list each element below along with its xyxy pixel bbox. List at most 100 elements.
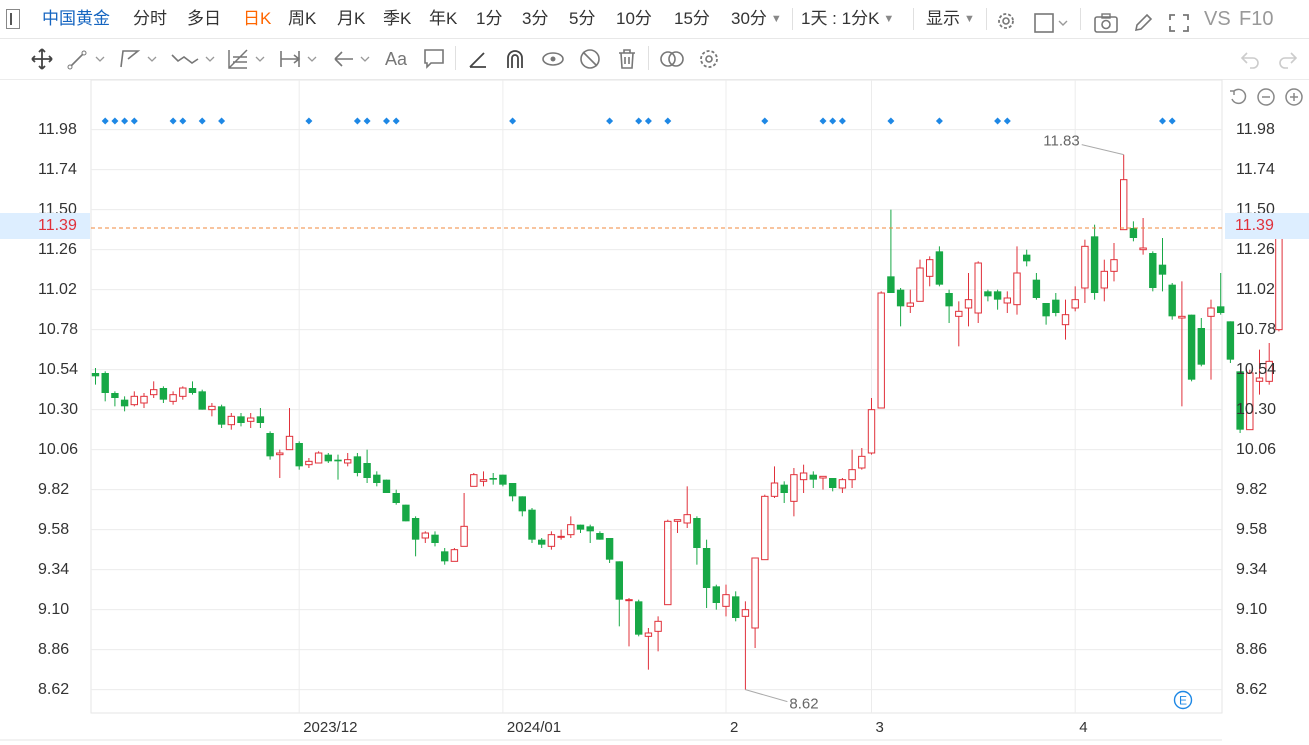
vs-button[interactable]: VS: [1204, 8, 1231, 30]
period-tab[interactable]: 15分: [674, 9, 710, 28]
fib-tool-icon[interactable]: [226, 47, 270, 71]
candle-body: [470, 474, 478, 487]
candle: [518, 496, 526, 517]
reset-zoom-icon[interactable]: [1228, 87, 1248, 112]
candle-body: [441, 551, 449, 562]
candle: [1081, 239, 1089, 303]
sidebar-toggle-icon[interactable]: [6, 9, 20, 29]
candle: [499, 474, 507, 487]
candle-body: [1023, 254, 1031, 262]
candle-body: [402, 504, 410, 522]
gear-icon[interactable]: [995, 8, 1017, 30]
period-tab[interactable]: 月K: [337, 9, 366, 28]
camera-icon[interactable]: [1094, 9, 1118, 33]
candle: [305, 458, 313, 468]
period-tab[interactable]: 5分: [569, 9, 596, 28]
candle: [683, 486, 691, 528]
candle: [1120, 154, 1128, 231]
candle-body: [819, 475, 827, 479]
candle: [421, 531, 430, 543]
compare-icon[interactable]: [658, 47, 686, 71]
candle-body: [266, 433, 274, 457]
divider: [913, 8, 914, 30]
y-tick-label: 11.26: [38, 240, 77, 258]
eye-sync-icon[interactable]: [540, 47, 566, 71]
candle: [1032, 273, 1041, 300]
event-marker: [1168, 117, 1176, 125]
period-tab-active[interactable]: 日K: [243, 9, 272, 28]
y-tick-label: 11.26: [1236, 240, 1275, 258]
f10-button[interactable]: F10: [1239, 8, 1274, 30]
redo-icon[interactable]: [1276, 47, 1300, 71]
candle: [741, 601, 750, 690]
candle-body: [130, 395, 139, 406]
display-dropdown[interactable]: 显示 ▼: [926, 0, 975, 38]
zoom-out-icon[interactable]: [1256, 87, 1276, 112]
wave-tool-icon[interactable]: [170, 47, 222, 71]
arrow-tool-icon[interactable]: [332, 47, 376, 71]
period-tab[interactable]: 1分: [476, 9, 503, 28]
period-dropdown[interactable]: 30分 ▼: [731, 0, 782, 38]
trash-icon[interactable]: [616, 47, 638, 71]
period-tab[interactable]: 周K: [288, 9, 317, 28]
candle-body: [1168, 284, 1176, 317]
period-tab[interactable]: 多日: [187, 9, 221, 28]
candle-body: [334, 459, 342, 462]
candle: [460, 493, 468, 547]
measure-icon[interactable]: [466, 47, 490, 71]
candle-body: [605, 538, 614, 560]
candle-body: [479, 479, 488, 482]
y-tick-label: 9.82: [1236, 480, 1268, 498]
candle: [411, 516, 420, 557]
candle-body: [1207, 307, 1215, 317]
range-tool-icon[interactable]: [278, 47, 322, 71]
candle-body: [499, 474, 507, 485]
period-tab[interactable]: 年K: [429, 9, 458, 28]
candle: [1217, 273, 1225, 315]
candle-body: [276, 452, 284, 456]
line-tool-icon[interactable]: [66, 47, 110, 71]
period-tab[interactable]: 季K: [383, 9, 412, 28]
candle: [557, 529, 565, 540]
svg-text:Aa: Aa: [385, 49, 408, 69]
candle: [101, 371, 109, 402]
candle-body: [1003, 297, 1011, 304]
period-tab[interactable]: 分时: [133, 9, 167, 28]
text-tool-icon[interactable]: Aa: [384, 47, 410, 71]
move-icon[interactable]: [30, 47, 54, 71]
event-legend-icon[interactable]: E: [1173, 690, 1193, 710]
candle: [111, 391, 119, 407]
candle: [848, 449, 856, 488]
hide-icon[interactable]: [578, 47, 602, 71]
event-marker: [101, 117, 109, 125]
pencil-icon[interactable]: [1133, 9, 1153, 32]
layout-dropdown[interactable]: [1034, 9, 1070, 33]
period-tab[interactable]: 3分: [522, 9, 549, 28]
candle-body: [615, 561, 623, 600]
candle: [1129, 221, 1138, 242]
candle: [751, 557, 759, 648]
y-tick-label: 10.54: [1236, 360, 1277, 378]
settings-icon[interactable]: [697, 47, 721, 71]
fullscreen-icon[interactable]: [1168, 9, 1190, 32]
polyline-tool-icon[interactable]: [118, 47, 162, 71]
period-tab[interactable]: 10分: [616, 9, 652, 28]
candle-body: [576, 524, 585, 530]
note-tool-icon[interactable]: [422, 47, 446, 71]
candle: [314, 451, 323, 464]
adjust-price-toggle[interactable]: 前复权: [1156, 91, 1207, 110]
candle-body: [799, 472, 808, 481]
candle: [547, 531, 556, 550]
candle: [489, 473, 497, 485]
candle: [858, 448, 866, 470]
stock-symbol[interactable]: 中国黄金: [42, 9, 110, 28]
magnet-icon[interactable]: [503, 47, 527, 71]
zoom-in-icon[interactable]: [1284, 87, 1304, 112]
undo-icon[interactable]: [1238, 47, 1262, 71]
candle-body: [538, 539, 546, 545]
y-tick-label: 11.74: [1236, 160, 1275, 178]
candle: [1178, 281, 1186, 407]
candle: [693, 516, 701, 565]
combo-period-dropdown[interactable]: 1天 : 1分K ▼: [801, 0, 894, 38]
